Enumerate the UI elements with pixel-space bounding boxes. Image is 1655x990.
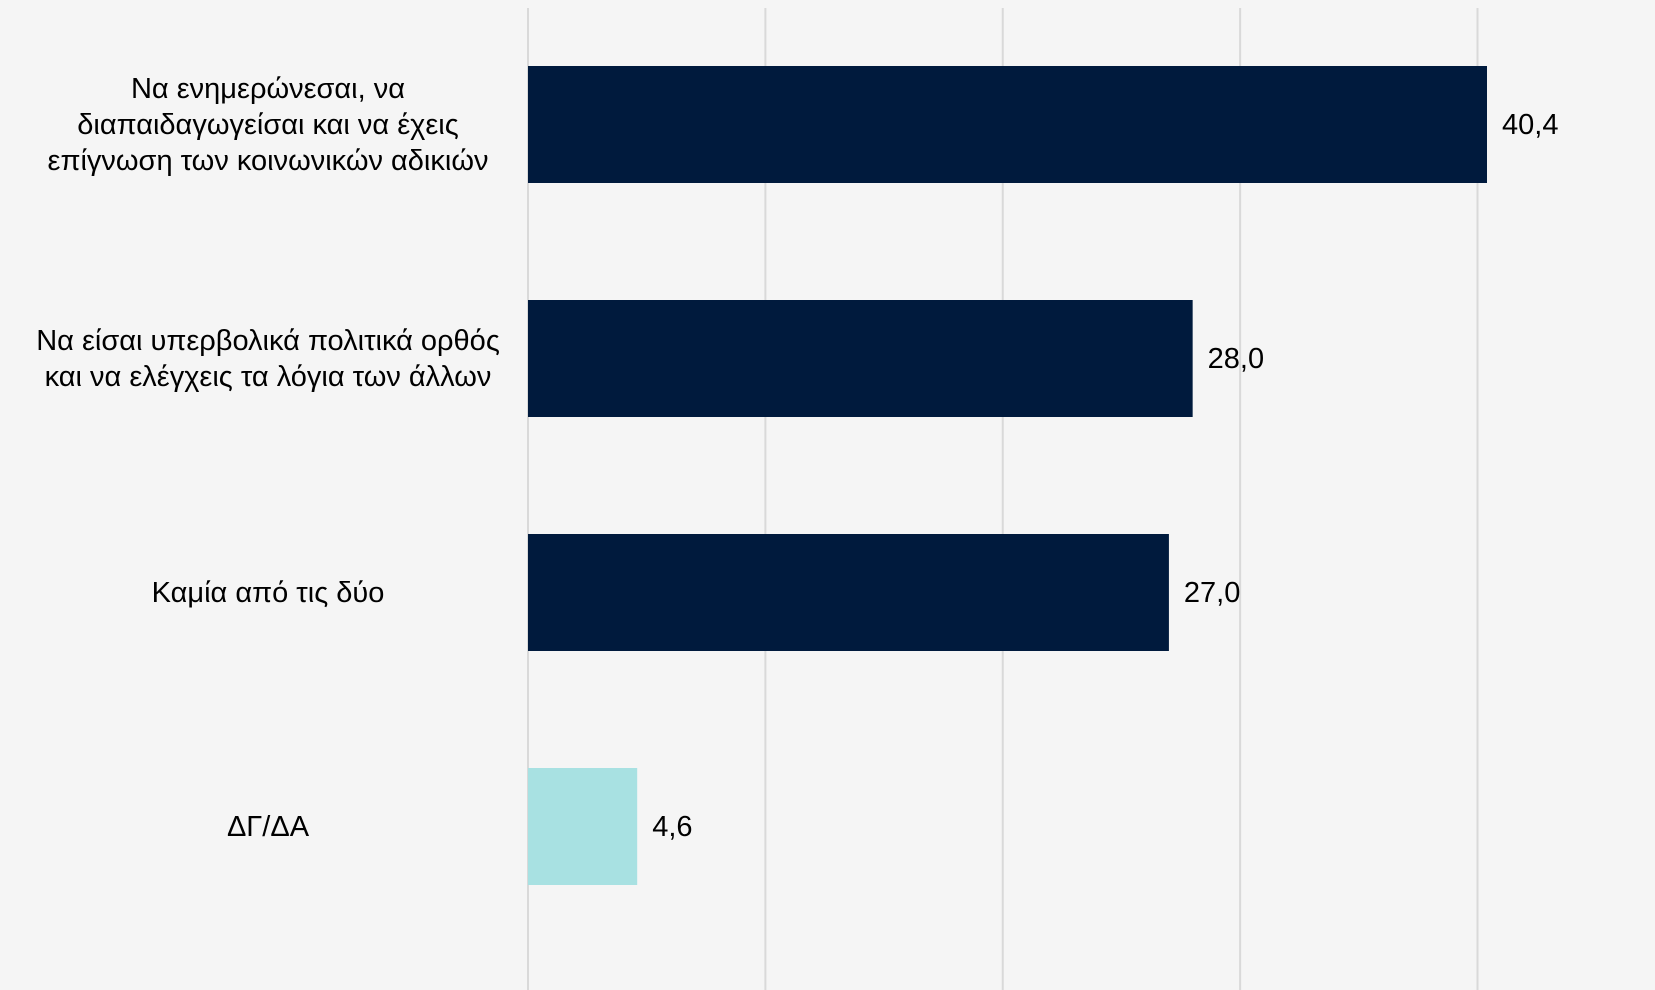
bar-4: [528, 768, 638, 885]
category-label-2: Να είσαι υπερβολικά πολιτικά ορθός και να…: [8, 323, 528, 395]
category-label-line: επίγνωση των κοινωνικών αδικιών: [47, 144, 489, 177]
bar-3: [528, 534, 1169, 651]
category-label-line: Να ενημερώνεσαι, να: [130, 72, 405, 105]
category-label-4: ΔΓ/ΔΑ: [8, 809, 528, 845]
category-label-1: Να ενημερώνεσαι, να διαπαιδαγωγείσαι και …: [8, 71, 528, 179]
data-label-3: 27,0: [1183, 576, 1241, 609]
bar-2: [528, 300, 1193, 417]
category-label-line: και να ελέγχεις τα λόγια των άλλων: [44, 360, 492, 393]
data-label-1: 40,4: [1502, 108, 1559, 141]
data-label-2: 28,0: [1207, 342, 1265, 375]
category-label-3: Καμία από τις δύο: [8, 575, 528, 611]
bar-1: [528, 66, 1487, 183]
category-label-line: ΔΓ/ΔΑ: [226, 810, 310, 843]
category-label-line: Καμία από τις δύο: [151, 576, 385, 609]
data-label-4: 4,6: [652, 810, 693, 843]
category-label-line: Να είσαι υπερβολικά πολιτικά ορθός: [36, 324, 500, 357]
category-label-line: διαπαιδαγωγείσαι και να έχεις: [77, 108, 459, 141]
